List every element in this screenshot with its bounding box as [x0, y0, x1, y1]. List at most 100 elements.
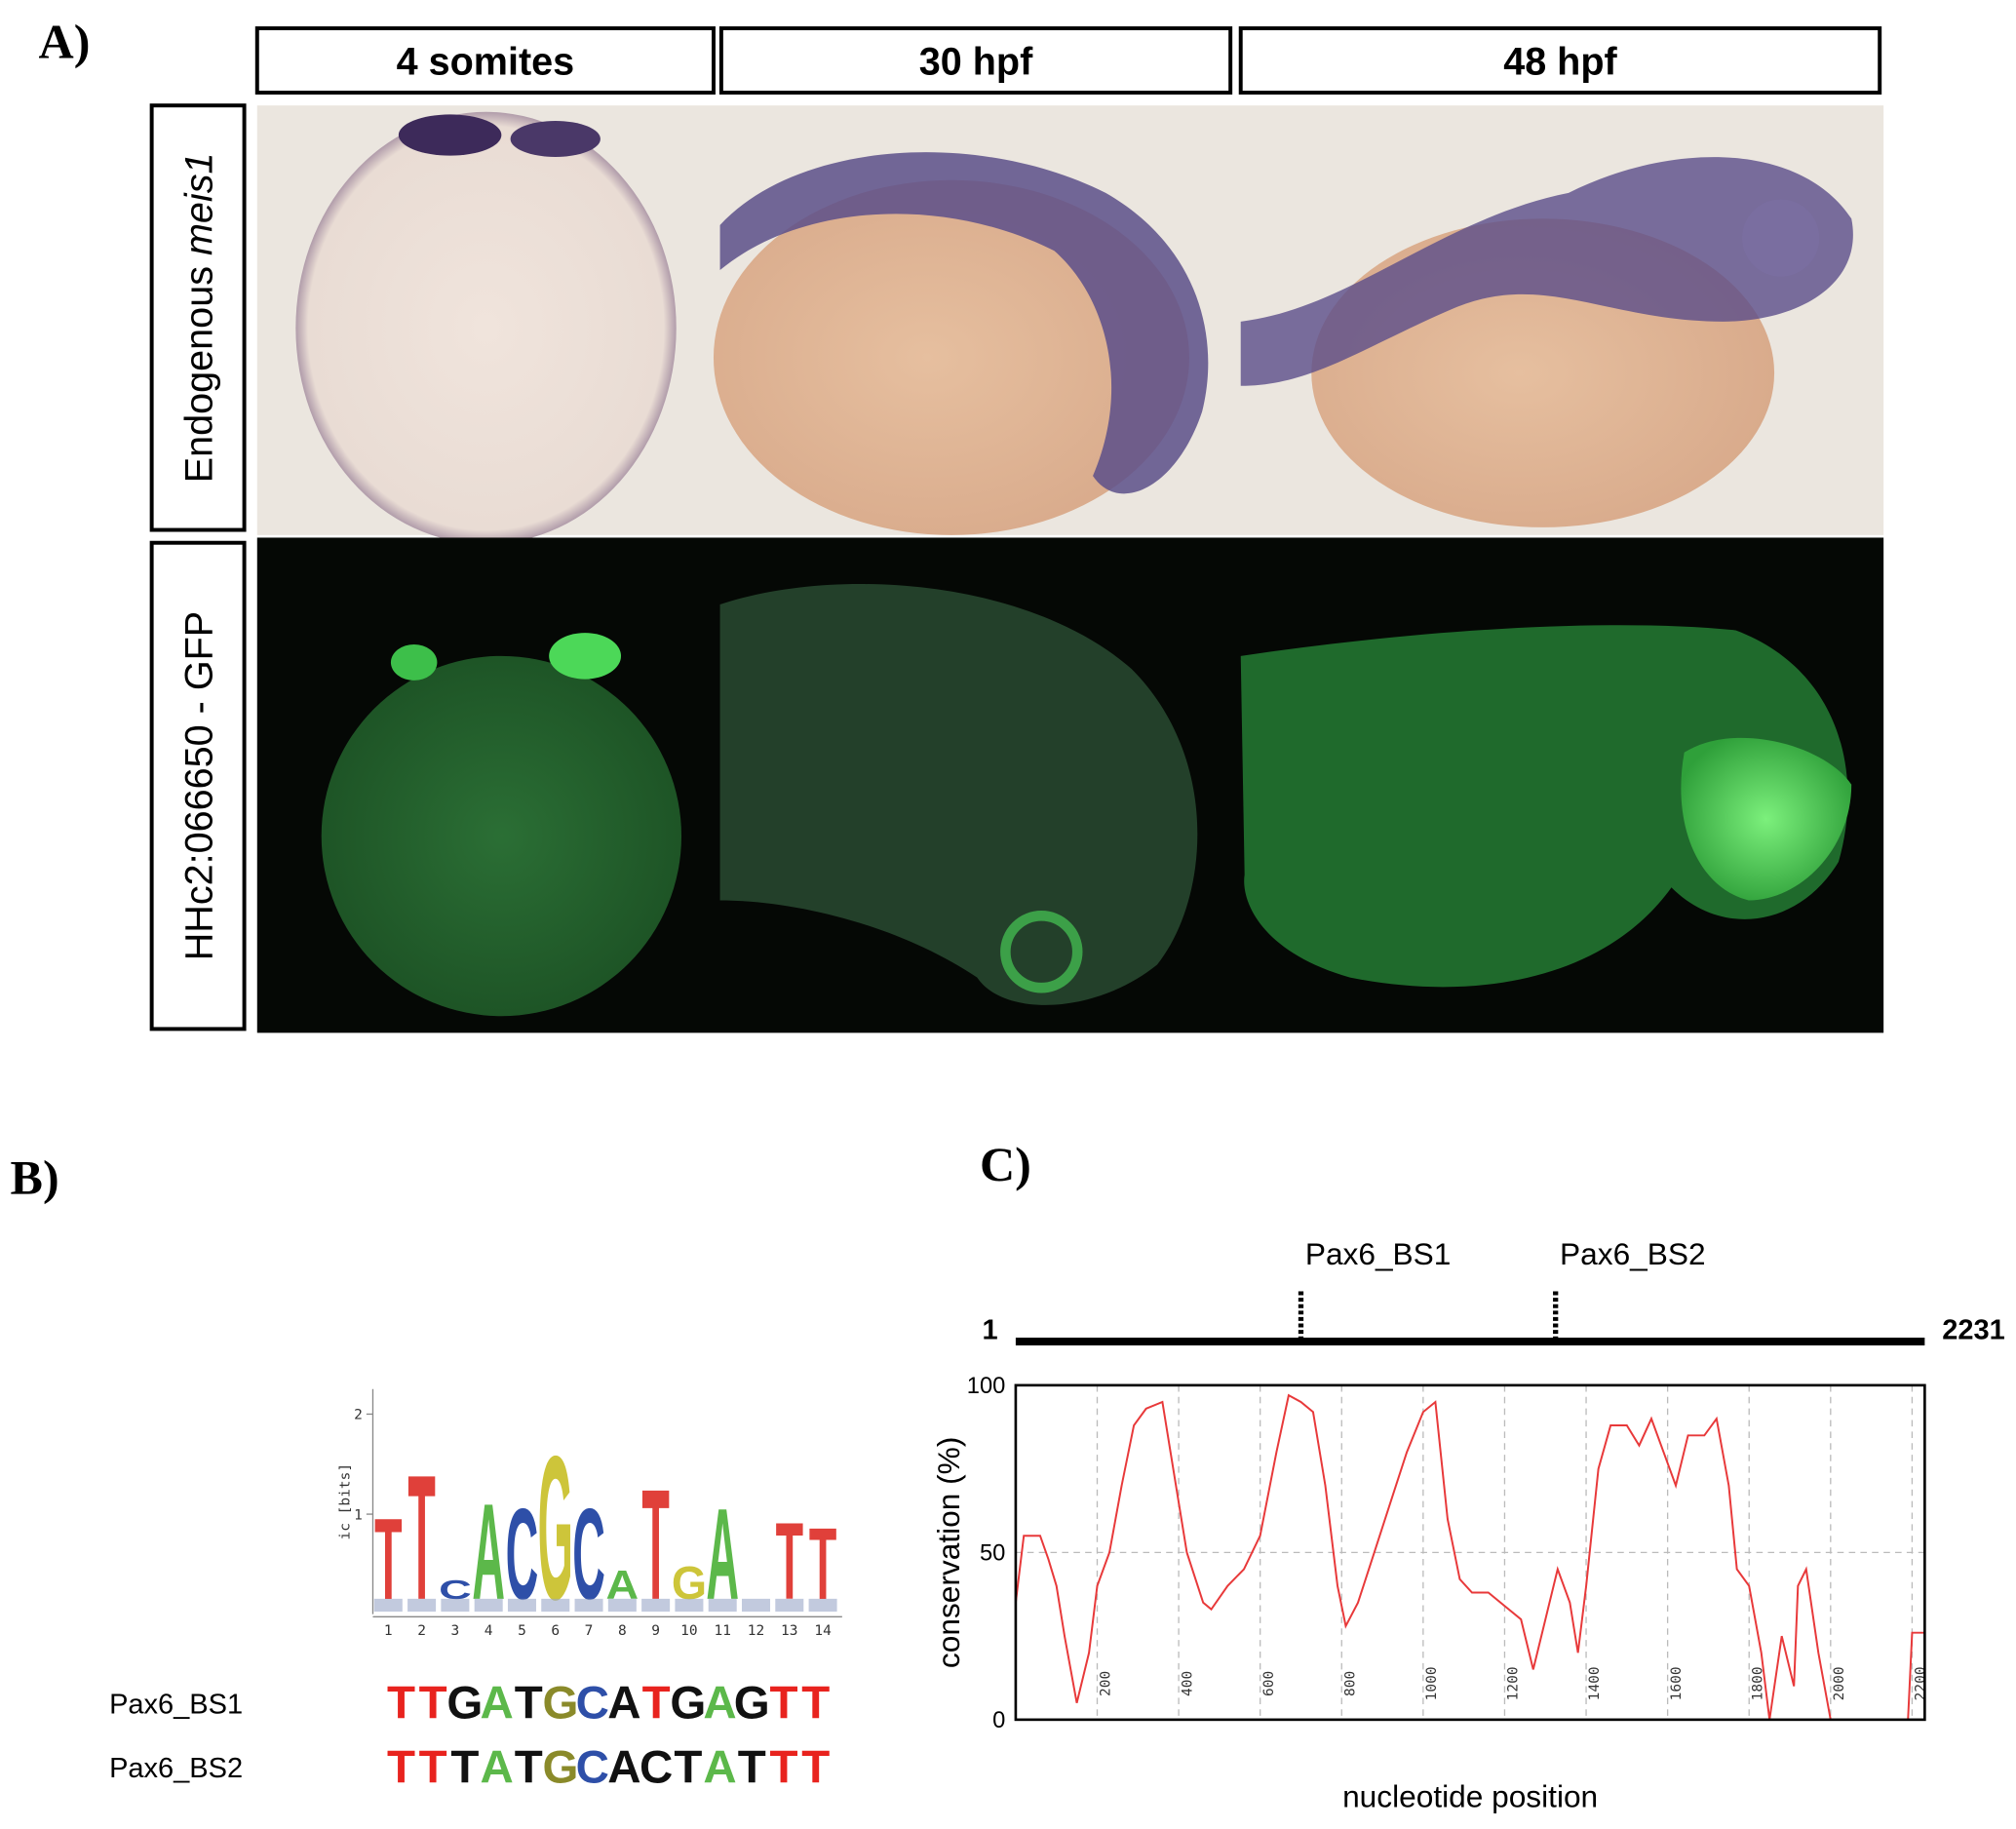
column-header: 30 hpf — [919, 41, 1033, 84]
sequence-letter: T — [515, 1742, 543, 1794]
sequence-letter: C — [640, 1742, 673, 1794]
logo-minor — [407, 1598, 437, 1613]
sequence-letter: T — [801, 1742, 830, 1794]
row-labels: Endogenous meis1 HHc2:066650 - GFP — [149, 103, 247, 1031]
embryo — [1240, 625, 1848, 988]
row-label: Endogenous meis1 — [178, 152, 221, 483]
signal — [390, 643, 438, 681]
position-label: 1 — [384, 1623, 393, 1639]
position-label: 10 — [680, 1623, 697, 1639]
row-label-part: meis1 — [178, 152, 221, 255]
position-label: 9 — [651, 1623, 660, 1639]
x-tick-label: 800 — [1342, 1671, 1358, 1696]
row-box — [149, 103, 247, 532]
position-label: 11 — [714, 1623, 730, 1639]
stain — [398, 114, 502, 156]
position-label: 13 — [781, 1623, 797, 1639]
stain — [510, 121, 601, 157]
position-label: 8 — [618, 1623, 627, 1639]
sequence-name: Pax6_BS1 — [109, 1689, 243, 1720]
plot-frame — [1014, 1383, 1926, 1722]
logo-minor — [775, 1598, 804, 1613]
map-start: 1 — [982, 1314, 997, 1345]
column-header: 4 somites — [397, 41, 574, 84]
sequence-letter: T — [450, 1742, 479, 1794]
logo-minor — [507, 1598, 536, 1613]
embryo — [719, 584, 1198, 1005]
x-tick-label: 2000 — [1832, 1666, 1847, 1700]
position-label: 5 — [518, 1623, 526, 1639]
row-label: HHc2:066650 - GFP — [178, 611, 221, 960]
y-tick-label: 0 — [992, 1708, 1005, 1733]
panel-label: C) — [980, 1137, 1031, 1191]
column-header: 48 hpf — [1503, 41, 1617, 84]
x-tick-label: 1000 — [1424, 1666, 1440, 1700]
sequence-letter: T — [419, 1678, 447, 1730]
logo-minor — [607, 1598, 637, 1613]
sequence-letter: A — [703, 1742, 736, 1794]
sequence-letter: T — [738, 1742, 766, 1794]
logo-minor — [641, 1598, 671, 1613]
micrograph-row — [256, 105, 1884, 545]
site-label: Pax6_BS1 — [1305, 1236, 1452, 1271]
x-tick-label: 1800 — [1750, 1666, 1765, 1700]
x-tick-label: 600 — [1261, 1671, 1277, 1696]
row-label-part: HHc2:066650 - GFP — [178, 611, 221, 960]
tick-label: 2 — [354, 1408, 363, 1423]
row-label-part: Endogenous — [178, 255, 221, 483]
stain — [1240, 157, 1853, 386]
x-tick-label: 200 — [1099, 1671, 1114, 1696]
eye — [1000, 911, 1083, 993]
logo-minor — [541, 1598, 570, 1613]
header-box — [254, 26, 716, 95]
eye — [1742, 199, 1820, 277]
sequence-letter: C — [576, 1678, 609, 1730]
position-label: 12 — [748, 1623, 764, 1639]
logo-minor — [708, 1598, 737, 1613]
sequence-letter: T — [387, 1678, 415, 1730]
sequence-letter: G — [543, 1678, 579, 1730]
axis-label: ic [bits] — [338, 1463, 354, 1540]
logo-minor — [373, 1598, 403, 1613]
sequence-letter: G — [670, 1678, 706, 1730]
x-tick-label: 1600 — [1669, 1666, 1685, 1700]
embryo — [713, 179, 1189, 535]
x-tick-label: 1200 — [1506, 1666, 1522, 1700]
position-label: 14 — [814, 1623, 832, 1639]
header-box — [718, 26, 1233, 95]
position-label: 7 — [585, 1623, 594, 1639]
signal — [1681, 737, 1852, 901]
sequence-letter: T — [419, 1742, 447, 1794]
conservation-line — [1014, 1393, 1925, 1721]
sequence-letter: G — [734, 1678, 770, 1730]
logo-minor — [474, 1598, 503, 1613]
embryo — [321, 655, 682, 1017]
sequence-letter: A — [607, 1742, 640, 1794]
x-tick-label: 400 — [1180, 1671, 1195, 1696]
logo-minor — [574, 1598, 603, 1613]
x-tick-label: 1400 — [1587, 1666, 1603, 1700]
sequence-letter: T — [515, 1678, 543, 1730]
panel-label: B) — [11, 1149, 59, 1204]
logo-minor — [741, 1598, 771, 1613]
sequence-letter: T — [801, 1678, 830, 1730]
map-end: 2231 — [1942, 1314, 2005, 1345]
x-axis-label: nucleotide position — [1342, 1779, 1598, 1814]
sequence-letter: T — [642, 1678, 671, 1730]
logo-minor — [441, 1598, 470, 1613]
stain — [719, 152, 1209, 494]
conservation-chart: 200 400 600 800 1000 1200 1400 1600 1800 2000 2200… — [931, 1374, 1929, 1814]
sequence-letter: C — [576, 1742, 609, 1794]
row-box — [149, 540, 247, 1031]
sequence-letter: T — [674, 1742, 702, 1794]
sequence-letter: G — [543, 1742, 579, 1794]
sequence-letter: T — [387, 1742, 415, 1794]
x-tick-label: 2200 — [1914, 1666, 1929, 1700]
sequence-letter: T — [769, 1678, 797, 1730]
tick-label: 1 — [354, 1507, 363, 1523]
position-label: 6 — [551, 1623, 560, 1639]
y-tick-label: 50 — [980, 1540, 1005, 1566]
site-label: Pax6_BS2 — [1560, 1236, 1706, 1271]
